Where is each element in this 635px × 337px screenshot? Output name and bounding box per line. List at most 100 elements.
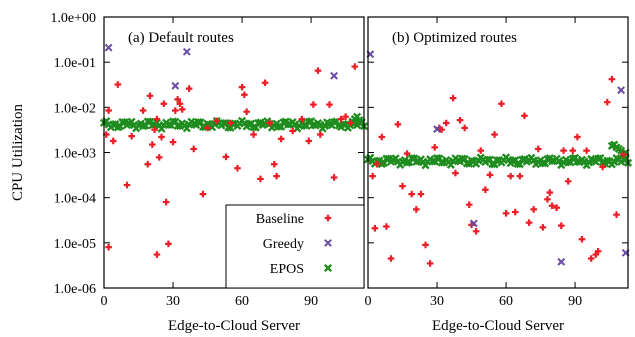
baseline-point bbox=[546, 189, 554, 196]
baseline-point bbox=[465, 201, 473, 208]
x-tick-label: 60 bbox=[499, 294, 513, 309]
baseline-point bbox=[452, 169, 459, 177]
baseline-point bbox=[105, 243, 112, 251]
baseline-point bbox=[174, 96, 181, 103]
baseline-point bbox=[553, 204, 560, 211]
x-tick-label: 30 bbox=[166, 294, 180, 309]
baseline-point bbox=[222, 153, 230, 161]
baseline-point bbox=[491, 131, 498, 138]
greedy-point bbox=[617, 86, 626, 95]
baseline-point bbox=[160, 100, 168, 108]
baseline-point bbox=[569, 147, 577, 154]
baseline-point bbox=[511, 208, 519, 216]
greedy-point bbox=[330, 71, 338, 80]
panel-title: (b) Optimized routes bbox=[392, 30, 517, 46]
baseline-point bbox=[266, 119, 273, 127]
epos-point bbox=[173, 121, 182, 131]
baseline-point bbox=[204, 124, 211, 132]
baseline-point bbox=[603, 98, 611, 106]
baseline-point bbox=[583, 147, 590, 154]
baseline-point bbox=[521, 112, 528, 120]
baseline-point bbox=[472, 228, 480, 235]
baseline-point bbox=[257, 175, 264, 183]
epos-point bbox=[437, 158, 446, 167]
baseline-point bbox=[548, 202, 556, 210]
baseline-point bbox=[594, 247, 602, 255]
baseline-point bbox=[456, 116, 464, 124]
baseline-point bbox=[502, 210, 510, 217]
baseline-point bbox=[477, 147, 485, 154]
epos-point bbox=[548, 157, 557, 166]
baseline-point bbox=[213, 117, 221, 125]
baseline-point bbox=[199, 190, 207, 198]
baseline-point bbox=[599, 163, 606, 171]
baseline-point bbox=[298, 115, 306, 123]
baseline-point bbox=[105, 107, 112, 114]
baseline-point bbox=[431, 144, 439, 151]
baseline-point bbox=[123, 181, 131, 189]
greedy-point bbox=[104, 43, 113, 52]
legend-label: Baseline bbox=[256, 212, 304, 227]
epos-point bbox=[492, 156, 501, 165]
epos-point bbox=[355, 116, 364, 125]
x-tick-label: 0 bbox=[101, 294, 108, 309]
greedy-point bbox=[469, 219, 478, 228]
baseline-point bbox=[178, 106, 186, 113]
baseline-point bbox=[314, 67, 322, 74]
baseline-point bbox=[507, 172, 514, 180]
greedy-point bbox=[171, 81, 180, 90]
baseline-point bbox=[557, 222, 565, 229]
tick-marks bbox=[103, 16, 628, 289]
legend-marker-greedy bbox=[324, 239, 332, 247]
baseline-point bbox=[442, 119, 450, 127]
baseline-point bbox=[408, 190, 416, 198]
baseline-point bbox=[153, 251, 161, 258]
baseline-point bbox=[241, 91, 248, 99]
baseline-point bbox=[185, 85, 193, 92]
baseline-point bbox=[426, 260, 434, 267]
baseline-point bbox=[273, 172, 280, 180]
baseline-point bbox=[158, 133, 165, 141]
baseline-point bbox=[620, 151, 627, 158]
baseline-point bbox=[337, 115, 345, 123]
labels: 1.0e-06 1.0e-05 1.0e-04 1.0e-03 1.0e-02 1.0e-… bbox=[10, 11, 582, 334]
baseline-point bbox=[190, 145, 198, 153]
baseline-point bbox=[544, 196, 551, 203]
x-tick-label: 0 bbox=[365, 294, 372, 309]
panel-frame bbox=[367, 16, 629, 289]
baseline-point bbox=[310, 101, 317, 108]
greedy-point bbox=[557, 257, 566, 266]
baseline-point bbox=[277, 135, 285, 143]
y-tick-label: 1.0e+00 bbox=[50, 11, 96, 26]
legend-label: Greedy bbox=[263, 237, 304, 252]
baseline-point bbox=[151, 126, 158, 133]
baseline-point bbox=[146, 92, 154, 100]
baseline-point bbox=[165, 240, 172, 248]
baseline-point bbox=[578, 235, 586, 243]
y-tick-label: 1.0e-03 bbox=[54, 147, 96, 162]
baseline-point bbox=[109, 137, 117, 145]
baseline-point bbox=[373, 160, 381, 168]
baseline-point bbox=[498, 100, 505, 108]
baseline-point bbox=[383, 223, 390, 230]
greedy-point bbox=[182, 47, 191, 56]
baseline-point bbox=[114, 81, 122, 88]
baseline-point bbox=[330, 174, 338, 181]
legend-box bbox=[225, 204, 365, 289]
y-tick-label: 1.0e-04 bbox=[54, 192, 96, 207]
baseline-point bbox=[238, 83, 246, 91]
baseline-point bbox=[399, 182, 406, 190]
epos-point bbox=[284, 120, 293, 129]
panel-title: (a) Default routes bbox=[128, 30, 234, 46]
baseline-point bbox=[243, 108, 250, 116]
baseline-point bbox=[169, 138, 177, 146]
baseline-point bbox=[305, 137, 313, 145]
baseline-point bbox=[369, 172, 376, 180]
data-points bbox=[99, 43, 633, 267]
baseline-point bbox=[564, 178, 572, 185]
baseline-point bbox=[482, 186, 489, 194]
baseline-point bbox=[413, 206, 420, 213]
baseline-point bbox=[403, 150, 411, 157]
legend-marker-epos bbox=[323, 263, 333, 273]
baseline-point bbox=[516, 172, 524, 180]
